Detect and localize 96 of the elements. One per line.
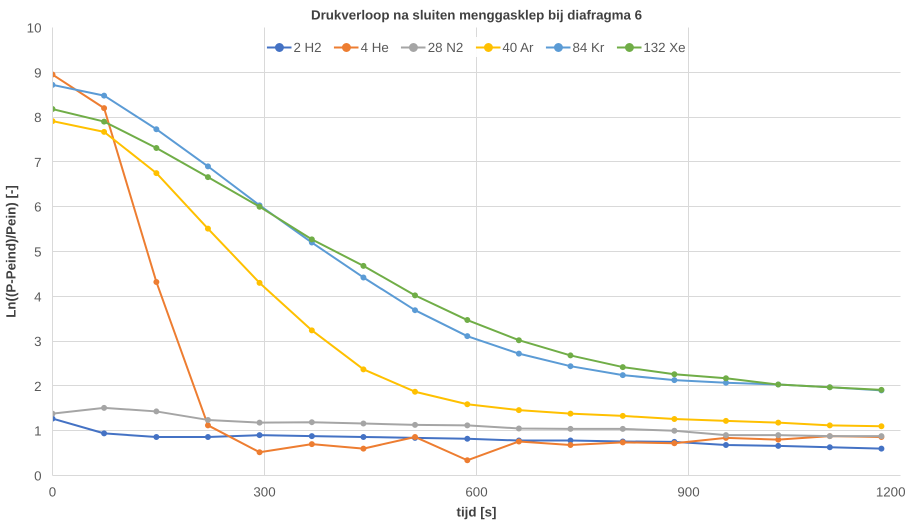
point bbox=[775, 432, 782, 438]
point bbox=[153, 434, 160, 440]
point bbox=[516, 337, 522, 344]
point bbox=[308, 419, 315, 426]
y-tick-label: 2 bbox=[34, 378, 42, 394]
point bbox=[567, 442, 574, 448]
point bbox=[671, 371, 678, 378]
point bbox=[101, 118, 108, 125]
point bbox=[101, 105, 108, 112]
point bbox=[671, 416, 678, 422]
point bbox=[308, 236, 315, 242]
point bbox=[620, 426, 626, 432]
point bbox=[722, 432, 729, 438]
point bbox=[412, 307, 418, 314]
point bbox=[204, 226, 211, 232]
y-tick-label: 3 bbox=[34, 334, 42, 350]
point bbox=[464, 457, 470, 464]
point bbox=[360, 274, 366, 280]
point bbox=[308, 433, 315, 440]
point bbox=[671, 377, 678, 384]
point bbox=[153, 278, 160, 285]
point bbox=[464, 317, 470, 324]
x-tick-label: 0 bbox=[48, 484, 56, 500]
point bbox=[464, 401, 470, 408]
y-tick-label: 4 bbox=[34, 289, 42, 304]
point bbox=[256, 432, 263, 438]
point bbox=[826, 422, 833, 428]
point bbox=[516, 407, 522, 414]
y-tick-label: 0 bbox=[34, 468, 42, 484]
x-tick-label: 1200 bbox=[876, 484, 905, 500]
point bbox=[153, 126, 160, 132]
y-axis-title: Ln((P-Peind)/Pein) [-] bbox=[4, 185, 19, 318]
point bbox=[775, 420, 782, 426]
point bbox=[567, 363, 574, 370]
point bbox=[308, 441, 315, 448]
point bbox=[360, 366, 366, 372]
legend-label: 28 N2 bbox=[428, 40, 464, 54]
point bbox=[620, 372, 626, 378]
point bbox=[878, 446, 884, 452]
point bbox=[101, 430, 108, 436]
legend-label: 2 H2 bbox=[293, 40, 322, 54]
point bbox=[101, 92, 108, 99]
point bbox=[256, 449, 263, 456]
point bbox=[671, 428, 678, 434]
legend-label: 40 Ar bbox=[502, 40, 534, 54]
point bbox=[516, 350, 522, 357]
point bbox=[153, 145, 160, 152]
point bbox=[101, 404, 108, 411]
point bbox=[204, 434, 211, 440]
point bbox=[878, 423, 884, 430]
point bbox=[153, 170, 160, 176]
point bbox=[204, 416, 211, 423]
point bbox=[360, 434, 366, 440]
legend-label: 4 He bbox=[360, 40, 389, 54]
point bbox=[567, 426, 574, 432]
x-tick-label: 300 bbox=[253, 484, 276, 500]
legend-label: 132 Xe bbox=[643, 40, 686, 54]
point bbox=[567, 352, 574, 358]
point bbox=[204, 163, 211, 170]
point bbox=[256, 280, 263, 286]
x-tick-label: 600 bbox=[465, 484, 488, 500]
point bbox=[153, 408, 160, 414]
point bbox=[412, 292, 418, 298]
point bbox=[464, 422, 470, 428]
point bbox=[308, 327, 315, 334]
chart-title: Drukverloop na sluiten menggasklep bij diafragma 6 bbox=[310, 8, 642, 22]
point bbox=[620, 364, 626, 370]
point bbox=[516, 425, 522, 432]
point bbox=[567, 410, 574, 417]
point bbox=[412, 422, 418, 428]
point bbox=[464, 333, 470, 340]
y-tick-label: 10 bbox=[26, 20, 42, 36]
point bbox=[360, 262, 366, 269]
point bbox=[620, 412, 626, 419]
y-tick-label: 1 bbox=[34, 424, 42, 439]
x-axis-title: tijd [s] bbox=[456, 504, 496, 520]
point bbox=[256, 420, 263, 426]
point bbox=[412, 388, 418, 395]
point bbox=[722, 442, 729, 448]
point bbox=[722, 375, 729, 382]
point bbox=[204, 174, 211, 180]
y-tick-label: 9 bbox=[34, 65, 42, 80]
x-tick-label: 900 bbox=[677, 484, 700, 500]
point bbox=[101, 128, 108, 135]
point bbox=[360, 446, 366, 452]
point bbox=[775, 442, 782, 449]
point bbox=[360, 420, 366, 427]
point bbox=[464, 436, 470, 442]
y-tick-label: 8 bbox=[34, 110, 42, 126]
legend-label: 84 Kr bbox=[572, 40, 604, 54]
point bbox=[722, 418, 729, 424]
point bbox=[204, 422, 211, 428]
y-tick-label: 7 bbox=[34, 154, 42, 170]
y-tick-label: 5 bbox=[34, 244, 42, 260]
y-tick-label: 6 bbox=[34, 200, 42, 215]
point bbox=[826, 444, 833, 450]
